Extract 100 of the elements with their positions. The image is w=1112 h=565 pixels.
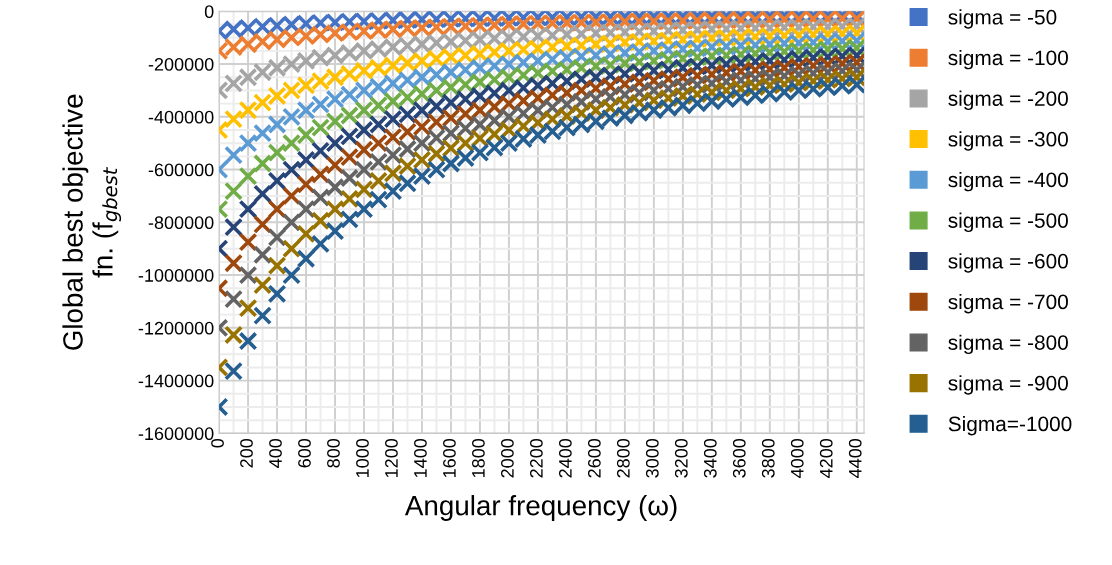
point xyxy=(325,221,345,241)
point xyxy=(340,189,359,209)
legend-label: Sigma=-1000 xyxy=(948,415,1072,436)
point xyxy=(354,160,374,180)
point xyxy=(267,199,287,219)
x-tick-label: 3600 xyxy=(732,438,746,478)
point xyxy=(224,361,244,381)
x-tick-label: 1800 xyxy=(472,438,485,477)
x-tick-label: 2000 xyxy=(500,438,514,478)
y-tick-label: 0 xyxy=(204,5,214,19)
point xyxy=(383,163,403,183)
x-tick-label: 2400 xyxy=(558,438,572,478)
point xyxy=(267,115,287,134)
point xyxy=(282,160,301,180)
point xyxy=(340,126,359,146)
y-tick-label: -1600000 xyxy=(138,427,214,441)
point xyxy=(369,133,388,153)
point xyxy=(253,93,272,113)
x-tick-label: 1200 xyxy=(385,438,398,477)
legend-label: sigma = -600 xyxy=(948,253,1068,273)
point xyxy=(412,150,432,170)
point xyxy=(238,232,258,252)
point xyxy=(253,214,272,234)
x-tick-label: 1600 xyxy=(443,438,456,477)
point xyxy=(296,100,316,120)
point xyxy=(369,152,388,172)
x-tick-label: 600 xyxy=(298,438,311,468)
point xyxy=(224,73,244,93)
point xyxy=(296,249,316,269)
point xyxy=(253,154,272,173)
point xyxy=(296,125,316,145)
x-tick-label: 3800 xyxy=(761,438,775,478)
legend-label: sigma = -700 xyxy=(948,293,1068,314)
point xyxy=(311,211,330,231)
point xyxy=(398,156,417,176)
point xyxy=(325,177,345,197)
legend-label: sigma = -800 xyxy=(948,334,1068,355)
point xyxy=(253,184,272,204)
y-axis-title: Global best objective fn. (f$_{gbest}$ xyxy=(62,94,122,350)
point xyxy=(224,289,244,309)
point xyxy=(311,234,330,254)
x-tick-label: 400 xyxy=(269,438,282,468)
legend-label: sigma = -50 xyxy=(948,9,1057,29)
point xyxy=(340,209,359,229)
legend-label: sigma = -900 xyxy=(948,375,1068,395)
point xyxy=(398,173,417,193)
point xyxy=(354,199,374,219)
x-tick-label: 200 xyxy=(240,438,253,468)
y-tick-label: -1200000 xyxy=(138,321,214,335)
legend-label: sigma = -400 xyxy=(948,171,1068,192)
x-tick-label: 3400 xyxy=(703,438,717,478)
point xyxy=(325,155,345,175)
x-tick-label: 4400 xyxy=(848,438,862,478)
point xyxy=(224,109,244,129)
point xyxy=(282,265,301,285)
x-tick-label: 800 xyxy=(327,438,340,468)
point xyxy=(340,147,359,167)
x-tick-label: 2600 xyxy=(587,438,601,478)
point xyxy=(354,140,374,160)
point xyxy=(253,275,272,295)
y-tick-label: -1400000 xyxy=(138,374,214,388)
y-tick-label: -400000 xyxy=(148,110,214,124)
x-tick-label: 3000 xyxy=(645,438,659,478)
point xyxy=(325,111,345,131)
point xyxy=(282,239,301,259)
point xyxy=(427,160,446,180)
point xyxy=(224,253,244,273)
point xyxy=(224,145,244,165)
legend-label: sigma = -500 xyxy=(948,212,1068,233)
point xyxy=(267,284,287,304)
point xyxy=(340,168,359,188)
point xyxy=(325,199,345,219)
point xyxy=(296,224,316,244)
point xyxy=(296,150,316,170)
point xyxy=(296,199,316,219)
legend-label: sigma = -200 xyxy=(948,90,1068,111)
point xyxy=(282,107,301,127)
point xyxy=(267,256,287,276)
point xyxy=(267,143,287,163)
point xyxy=(282,186,301,206)
point xyxy=(238,166,258,186)
point xyxy=(282,133,301,153)
point xyxy=(383,181,403,201)
point xyxy=(224,181,244,201)
point xyxy=(325,133,345,153)
point xyxy=(282,212,301,232)
x-tick-label: 4000 xyxy=(790,438,804,478)
point xyxy=(267,171,287,191)
point xyxy=(238,298,258,318)
point xyxy=(238,100,258,120)
point xyxy=(369,171,388,191)
point xyxy=(267,227,287,247)
y-tick-label: -200000 xyxy=(148,57,214,71)
y-tick-label: -1000000 xyxy=(138,269,214,282)
point xyxy=(311,141,330,161)
legend-label: sigma = -300 xyxy=(948,131,1068,151)
point xyxy=(253,245,272,265)
x-tick-label: 1400 xyxy=(414,438,427,477)
x-tick-label: 1000 xyxy=(356,438,369,477)
y-tick-label: -600000 xyxy=(148,163,214,177)
